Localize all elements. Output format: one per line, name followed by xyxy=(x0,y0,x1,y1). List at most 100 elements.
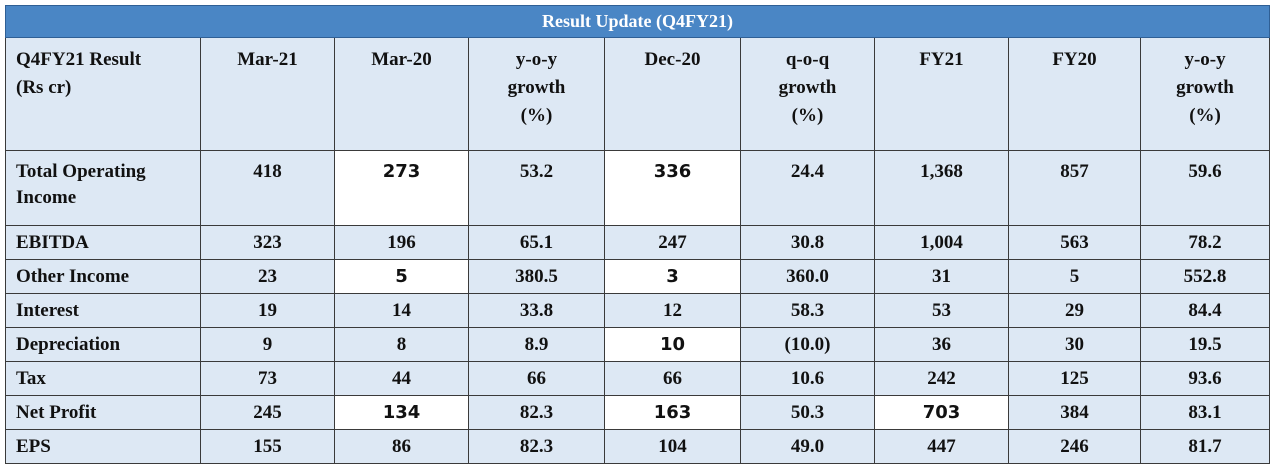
table-cell: 82.3 xyxy=(468,429,605,464)
table-cell: 360.0 xyxy=(740,259,875,294)
header-line: growth xyxy=(1176,77,1234,98)
table-cell: 58.3 xyxy=(740,293,875,328)
header-line: y-o-y xyxy=(1184,49,1226,70)
table-cell: 104 xyxy=(604,429,741,464)
table-cell: 14 xyxy=(334,293,469,328)
row-label: Net Profit xyxy=(5,395,201,430)
table-cell: 8 xyxy=(334,327,469,362)
column-header: Mar-21 xyxy=(200,37,335,151)
table-cell: 93.6 xyxy=(1139,361,1271,396)
table-cell: 83.1 xyxy=(1139,395,1271,430)
table-row: Interest 19 14 33.8 12 58.3 53 29 84.4 xyxy=(5,293,1271,328)
table-cell: (10.0) xyxy=(740,327,875,362)
result-table: Result Update (Q4FY21) Q4FY21 Result (Rs… xyxy=(4,5,1271,464)
column-header: Q4FY21 Result (Rs cr) xyxy=(5,37,201,151)
table-cell: 447 xyxy=(874,429,1009,464)
row-label: Total Operating Income xyxy=(5,150,201,226)
table-cell: 44 xyxy=(334,361,469,396)
table-row: EPS 155 86 82.3 104 49.0 447 246 81.7 xyxy=(5,429,1271,464)
table-cell: 10 xyxy=(604,327,741,362)
header-line: (%) xyxy=(791,105,824,126)
table-cell: 380.5 xyxy=(468,259,605,294)
table-cell: 3 xyxy=(604,259,741,294)
table-cell: 1,004 xyxy=(874,225,1009,260)
table-cell: 86 xyxy=(334,429,469,464)
table-cell: 247 xyxy=(604,225,741,260)
header-row: Q4FY21 Result (Rs cr) Mar-21 Mar-20 y-o-… xyxy=(5,37,1271,151)
header-line: Dec-20 xyxy=(644,49,701,70)
table-cell: 29 xyxy=(1008,293,1141,328)
table-cell: 30 xyxy=(1008,327,1141,362)
header-line: (Rs cr) xyxy=(16,77,72,98)
table-cell: 857 xyxy=(1008,150,1141,226)
table-row: Depreciation 9 8 8.9 10 (10.0) 36 30 19.… xyxy=(5,327,1271,362)
table-cell: 82.3 xyxy=(468,395,605,430)
column-header: Dec-20 xyxy=(604,37,741,151)
header-line: Mar-20 xyxy=(371,49,432,70)
table-cell: 563 xyxy=(1008,225,1141,260)
row-label: Interest xyxy=(5,293,201,328)
row-label: EPS xyxy=(5,429,201,464)
table-cell: 50.3 xyxy=(740,395,875,430)
header-line: FY20 xyxy=(1052,49,1097,70)
row-label: Other Income xyxy=(5,259,201,294)
table-row: Other Income 23 5 380.5 3 360.0 31 5 552… xyxy=(5,259,1271,294)
table-cell: 155 xyxy=(200,429,335,464)
column-header: Mar-20 xyxy=(334,37,469,151)
column-header: q-o-q growth (%) xyxy=(740,37,875,151)
table-cell: 10.6 xyxy=(740,361,875,396)
table-cell: 23 xyxy=(200,259,335,294)
table-cell: 36 xyxy=(874,327,1009,362)
table-cell: 73 xyxy=(200,361,335,396)
result-table-container: Result Update (Q4FY21) Q4FY21 Result (Rs… xyxy=(4,5,1271,464)
row-label-line: Income xyxy=(16,187,77,208)
table-cell: 9 xyxy=(200,327,335,362)
table-cell: 30.8 xyxy=(740,225,875,260)
table-cell: 336 xyxy=(604,150,741,226)
table-cell: 5 xyxy=(1008,259,1141,294)
header-line: q-o-q xyxy=(785,49,830,70)
table-cell: 53.2 xyxy=(468,150,605,226)
table-title: Result Update (Q4FY21) xyxy=(4,5,1271,38)
table-cell: 19 xyxy=(200,293,335,328)
table-cell: 384 xyxy=(1008,395,1141,430)
header-line: (%) xyxy=(520,105,553,126)
row-label: Tax xyxy=(5,361,201,396)
table-row: Total Operating Income 418 273 53.2 336 … xyxy=(5,150,1271,226)
header-line: Mar-21 xyxy=(237,49,298,70)
table-cell: 196 xyxy=(334,225,469,260)
table-cell: 12 xyxy=(604,293,741,328)
table-cell: 66 xyxy=(604,361,741,396)
table-cell: 78.2 xyxy=(1139,225,1271,260)
table-cell: 703 xyxy=(874,395,1009,430)
table-cell: 418 xyxy=(200,150,335,226)
header-line: growth xyxy=(778,77,837,98)
table-row: EBITDA 323 196 65.1 247 30.8 1,004 563 7… xyxy=(5,225,1271,260)
table-cell: 65.1 xyxy=(468,225,605,260)
table-cell: 53 xyxy=(874,293,1009,328)
table-cell: 125 xyxy=(1008,361,1141,396)
column-header: y-o-y growth (%) xyxy=(468,37,605,151)
table-cell: 66 xyxy=(468,361,605,396)
table-cell: 81.7 xyxy=(1139,429,1271,464)
row-label-line: Total Operating xyxy=(16,161,146,182)
table-row: Tax 73 44 66 66 10.6 242 125 93.6 xyxy=(5,361,1271,396)
table-cell: 245 xyxy=(200,395,335,430)
table-cell: 8.9 xyxy=(468,327,605,362)
column-header: FY21 xyxy=(874,37,1009,151)
table-cell: 552.8 xyxy=(1139,259,1271,294)
table-cell: 84.4 xyxy=(1139,293,1271,328)
table-cell: 59.6 xyxy=(1139,150,1271,226)
table-cell: 163 xyxy=(604,395,741,430)
header-line: Q4FY21 Result xyxy=(16,49,142,70)
table-cell: 24.4 xyxy=(740,150,875,226)
header-line: y-o-y xyxy=(515,49,558,70)
column-header: FY20 xyxy=(1008,37,1141,151)
table-cell: 49.0 xyxy=(740,429,875,464)
header-line: FY21 xyxy=(919,49,964,70)
table-cell: 5 xyxy=(334,259,469,294)
row-label: EBITDA xyxy=(5,225,201,260)
header-line: (%) xyxy=(1189,105,1221,126)
header-line: growth xyxy=(507,77,566,98)
table-cell: 242 xyxy=(874,361,1009,396)
